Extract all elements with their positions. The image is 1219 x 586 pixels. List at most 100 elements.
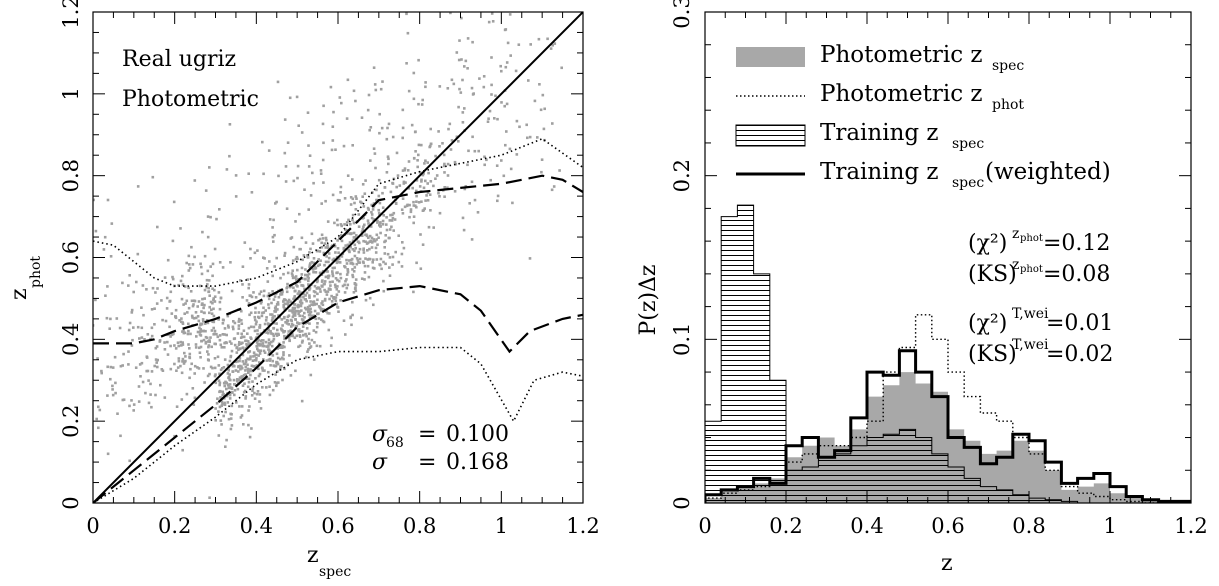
scatter-point <box>483 155 486 159</box>
scatter-point <box>173 362 176 366</box>
scatter-point <box>269 329 272 333</box>
scatter-point <box>372 303 375 307</box>
scatter-point <box>264 319 268 322</box>
scatter-point <box>252 351 256 354</box>
scatter-point <box>131 338 134 342</box>
svg-text:(χ²): (χ²) <box>968 231 1007 256</box>
scatter-point <box>379 263 382 267</box>
scatter-point <box>200 329 204 333</box>
scatter-point <box>442 164 446 168</box>
scatter-point <box>275 381 279 385</box>
scatter-point <box>257 311 261 314</box>
scatter-point <box>305 327 309 330</box>
scatter-point <box>229 354 233 358</box>
scatter-point <box>343 197 347 200</box>
scatter-point <box>381 223 385 226</box>
scatter-point <box>311 267 315 271</box>
scatter-point <box>105 316 109 320</box>
scatter-point <box>525 123 528 127</box>
scatter-point <box>226 314 230 318</box>
y-tick-label: 0.8 <box>59 159 83 192</box>
scatter-point <box>259 407 263 410</box>
scatter-point <box>182 362 186 365</box>
scatter-point <box>542 127 546 131</box>
scatter-point <box>276 370 279 373</box>
scatter-point <box>466 163 469 167</box>
scatter-point <box>265 359 269 362</box>
scatter-point <box>345 286 349 290</box>
scatter-point <box>271 354 275 357</box>
scatter-point <box>213 374 217 378</box>
scatter-point <box>283 345 286 349</box>
scatter-point <box>213 329 217 333</box>
scatter-point <box>282 305 285 309</box>
scatter-point <box>181 322 185 325</box>
scatter-point <box>297 345 300 349</box>
scatter-point <box>424 179 427 183</box>
scatter-point <box>298 334 302 337</box>
scatter-point <box>539 108 543 112</box>
scatter-point <box>417 102 420 106</box>
x-tick-label: 0 <box>86 514 99 538</box>
scatter-point <box>137 400 141 403</box>
scatter-point <box>242 423 245 426</box>
scatter-point <box>127 350 130 353</box>
svg-text:Photometric z: Photometric z <box>820 42 983 68</box>
scatter-point <box>526 136 529 140</box>
scatter-point <box>378 222 382 225</box>
scatter-point <box>337 257 341 260</box>
scatter-point <box>185 261 188 265</box>
scatter-point <box>529 43 532 46</box>
scatter-point <box>500 69 503 73</box>
scatter-point <box>287 314 291 317</box>
scatter-point <box>344 279 347 283</box>
scatter-point <box>300 309 303 312</box>
scatter-point <box>309 247 312 251</box>
scatter-point <box>223 384 226 388</box>
scatter-point <box>331 139 335 142</box>
scatter-point <box>449 148 453 151</box>
scatter-point <box>490 93 493 96</box>
scatter-point <box>249 325 253 329</box>
scatter-point <box>298 212 301 216</box>
scatter-point <box>226 383 230 387</box>
scatter-point <box>364 257 367 260</box>
scatter-point <box>375 258 379 261</box>
scatter-point <box>373 83 377 86</box>
scatter-point <box>169 290 173 294</box>
scatter-point <box>169 344 172 348</box>
scatter-point <box>240 322 244 325</box>
scatter-point <box>236 378 239 381</box>
scatter-point <box>100 369 103 373</box>
scatter-point <box>316 292 319 296</box>
scatter-point <box>209 300 213 304</box>
scatter-point <box>264 309 267 312</box>
scatter-point <box>340 101 343 105</box>
scatter-point <box>313 309 317 313</box>
scatter-point <box>384 234 387 237</box>
scatter-point <box>307 308 310 312</box>
scatter-point <box>473 198 477 202</box>
scatter-point <box>415 205 418 209</box>
scatter-point <box>331 266 335 270</box>
scatter-point <box>259 290 263 293</box>
scatter-point <box>249 257 252 260</box>
scatter-point <box>237 348 240 352</box>
scatter-point <box>258 292 261 296</box>
scatter-point <box>291 315 295 319</box>
scatter-point <box>301 284 304 287</box>
scatter-point <box>259 302 263 305</box>
scatter-point <box>237 365 240 368</box>
scatter-point <box>238 356 242 360</box>
scatter-point <box>486 120 490 123</box>
scatter-point <box>262 358 265 361</box>
scatter-point <box>273 233 276 237</box>
scatter-point <box>336 247 340 250</box>
svg-text:z: z <box>307 543 319 568</box>
scatter-point <box>181 274 184 278</box>
scatter-point <box>243 241 247 244</box>
scatter-point <box>401 197 405 200</box>
scatter-point <box>291 306 295 310</box>
scatter-point <box>220 404 223 407</box>
svg-text:=0.08: =0.08 <box>1043 262 1110 287</box>
